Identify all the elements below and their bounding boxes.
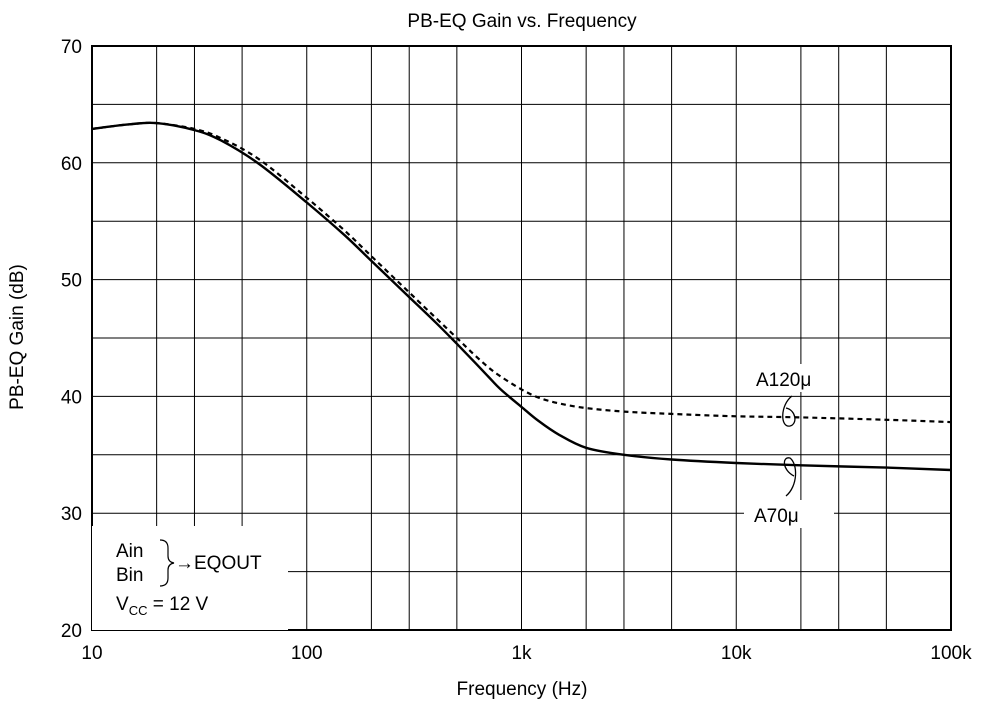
x-tick-label: 100 — [291, 643, 323, 664]
y-tick-label: 70 — [61, 37, 82, 58]
x-tick-label: 100k — [930, 643, 972, 664]
input-bin: Bin — [116, 565, 143, 586]
y-tick-label: 20 — [61, 621, 82, 642]
a120-label-bg — [752, 364, 836, 392]
a120-label: A120μ — [756, 370, 811, 391]
x-tick-label: 1k — [511, 643, 532, 664]
y-axis-label: PB-EQ Gain (dB) — [7, 264, 28, 410]
x-tick-label: 10 — [81, 643, 102, 664]
y-tick-label: 50 — [61, 271, 82, 292]
plot-frame — [91, 45, 952, 631]
condition-brace — [159, 539, 175, 587]
a120-callout: A120μ — [752, 364, 836, 427]
series-group — [91, 121, 952, 472]
chart-title: PB-EQ Gain vs. Frequency — [407, 11, 637, 32]
x-axis-label: Frequency (Hz) — [457, 679, 588, 700]
y-tick-label: 60 — [61, 154, 82, 175]
a70-leader — [783, 457, 797, 497]
grid — [92, 46, 951, 630]
input-ain: Ain — [116, 541, 143, 562]
x-tick-label: 10k — [721, 643, 752, 664]
output-eqout: →EQOUT — [175, 553, 262, 574]
condition-note-bg — [92, 526, 288, 630]
vcc-condition: VCC = 12 V — [116, 594, 209, 618]
a120-leader — [782, 395, 796, 427]
tick-labels: 10 100 1k 10k 100k 20 30 40 50 60 70 — [61, 37, 972, 664]
y-tick-label: 30 — [61, 504, 82, 525]
a70-label-bg — [744, 500, 834, 528]
y-tick-label: 40 — [61, 387, 82, 408]
series-line-a120 — [91, 121, 952, 424]
a70-label: A70μ — [754, 506, 799, 527]
series-line-a70 — [91, 121, 952, 472]
condition-note: Ain Bin →EQOUT VCC = 12 V — [92, 526, 288, 630]
a70-callout: A70μ — [744, 457, 834, 528]
